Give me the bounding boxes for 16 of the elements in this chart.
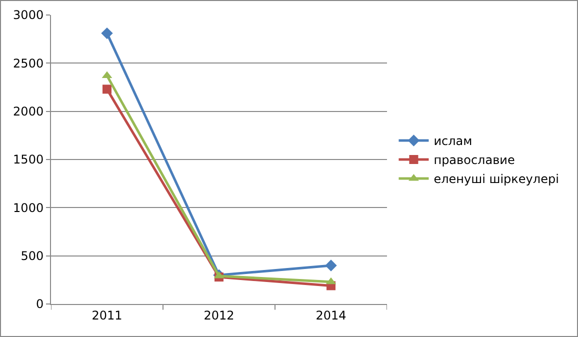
legend-label: еленуші шіркеулері	[434, 172, 559, 186]
y-tick-label: 0	[36, 297, 44, 312]
y-tick-label: 2500	[13, 56, 44, 70]
legend-label: ислам	[434, 134, 472, 148]
x-tick-label: 2014	[316, 308, 346, 322]
point	[101, 27, 113, 40]
y-tick-label: 3000	[13, 8, 44, 22]
y-tick-label: 1500	[13, 152, 44, 167]
x-tick-label: 2011	[92, 308, 122, 322]
y-tick-label: 1000	[13, 200, 44, 215]
legend-label: православие	[434, 153, 515, 168]
y-tick-label: 500	[20, 249, 44, 264]
point	[325, 260, 337, 272]
point	[102, 84, 112, 94]
y-tick-label: 2000	[13, 104, 44, 119]
x-tick-label: 2012	[204, 308, 234, 322]
